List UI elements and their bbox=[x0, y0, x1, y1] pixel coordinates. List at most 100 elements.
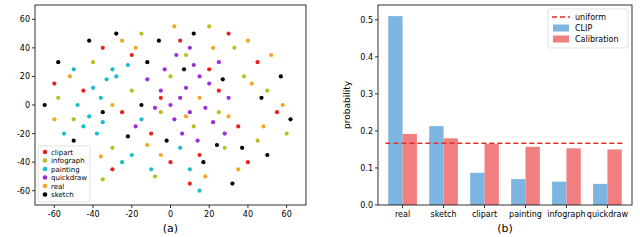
point bbox=[207, 67, 211, 71]
point bbox=[91, 86, 95, 90]
point bbox=[281, 103, 285, 107]
bar bbox=[566, 148, 580, 205]
point bbox=[230, 181, 234, 185]
y-tick bbox=[375, 19, 378, 20]
point bbox=[101, 177, 105, 181]
point bbox=[203, 106, 207, 110]
point bbox=[157, 39, 161, 43]
point bbox=[56, 60, 60, 64]
point bbox=[196, 139, 200, 143]
point bbox=[165, 139, 169, 143]
y-tick bbox=[375, 130, 378, 131]
point bbox=[188, 167, 192, 171]
panel-1: realsketchclipartpaintinginfographquickd… bbox=[342, 5, 632, 235]
point bbox=[265, 153, 269, 157]
point bbox=[242, 74, 246, 78]
point bbox=[223, 131, 227, 135]
point bbox=[99, 154, 103, 158]
legend-label: uniform bbox=[575, 13, 606, 22]
point bbox=[256, 60, 260, 64]
point bbox=[256, 139, 260, 143]
y-tick bbox=[32, 190, 35, 191]
y-tick-label: 0.3 bbox=[360, 90, 373, 99]
point bbox=[114, 74, 118, 78]
point bbox=[62, 131, 66, 135]
point bbox=[72, 67, 76, 71]
point bbox=[201, 160, 205, 164]
y-tick-label: -20 bbox=[17, 130, 30, 139]
bar bbox=[470, 173, 484, 205]
point bbox=[168, 103, 172, 107]
point bbox=[52, 117, 56, 121]
x-tick bbox=[54, 205, 55, 208]
point bbox=[153, 174, 157, 178]
y-tick bbox=[375, 93, 378, 94]
x-tick bbox=[402, 205, 403, 208]
point bbox=[101, 46, 105, 50]
y-tick-label: 0 bbox=[25, 101, 30, 110]
point bbox=[211, 46, 215, 50]
point bbox=[168, 160, 172, 164]
point bbox=[192, 31, 196, 35]
bar bbox=[388, 16, 402, 205]
point bbox=[275, 110, 279, 114]
point bbox=[126, 134, 130, 138]
bar bbox=[429, 126, 443, 205]
point bbox=[159, 89, 163, 93]
x-tick-label: painting bbox=[509, 210, 542, 219]
point bbox=[184, 53, 188, 57]
point bbox=[188, 181, 192, 185]
legend-swatch bbox=[553, 36, 569, 43]
x-tick-label: 20 bbox=[204, 210, 214, 219]
point bbox=[52, 81, 56, 85]
point bbox=[197, 96, 201, 100]
point bbox=[110, 67, 114, 71]
point bbox=[130, 53, 134, 57]
point bbox=[188, 46, 192, 50]
point bbox=[223, 146, 227, 150]
point bbox=[159, 153, 163, 157]
bar bbox=[511, 179, 525, 205]
point bbox=[110, 103, 114, 107]
point bbox=[246, 160, 250, 164]
point bbox=[236, 124, 240, 128]
x-tick bbox=[484, 205, 485, 208]
bar bbox=[444, 138, 458, 205]
x-tick bbox=[93, 205, 94, 208]
point bbox=[81, 124, 85, 128]
y-tick bbox=[32, 76, 35, 77]
point bbox=[159, 96, 163, 100]
y-tick bbox=[375, 56, 378, 57]
point bbox=[120, 39, 124, 43]
legend-marker bbox=[43, 184, 48, 189]
legend: clipartinfographpaintingquickdrawrealske… bbox=[38, 146, 90, 202]
y-tick-label: -60 bbox=[17, 187, 30, 196]
legend-label: real bbox=[51, 183, 64, 191]
panel-0: -60-40-200204060-60-40-200204060cliparti… bbox=[17, 5, 306, 235]
point bbox=[226, 31, 230, 35]
x-tick-label: -60 bbox=[48, 210, 61, 219]
bar bbox=[552, 182, 566, 205]
point bbox=[163, 67, 167, 71]
x-tick bbox=[525, 205, 526, 208]
y-tick bbox=[375, 205, 378, 206]
bar bbox=[593, 184, 607, 205]
point bbox=[134, 124, 138, 128]
point bbox=[279, 74, 283, 78]
y-tick-label: 0.1 bbox=[360, 164, 373, 173]
point bbox=[87, 39, 91, 43]
point bbox=[184, 114, 188, 118]
point bbox=[110, 167, 114, 171]
point bbox=[120, 160, 124, 164]
point bbox=[178, 39, 182, 43]
panel-caption: (a) bbox=[163, 222, 178, 235]
point bbox=[43, 103, 47, 107]
point bbox=[197, 153, 201, 157]
legend-label: sketch bbox=[51, 191, 74, 199]
y-tick-label: 0.0 bbox=[360, 201, 373, 210]
x-tick bbox=[247, 205, 248, 208]
point bbox=[217, 110, 221, 114]
bar bbox=[485, 144, 499, 205]
legend-marker bbox=[43, 150, 48, 155]
point bbox=[139, 31, 143, 35]
